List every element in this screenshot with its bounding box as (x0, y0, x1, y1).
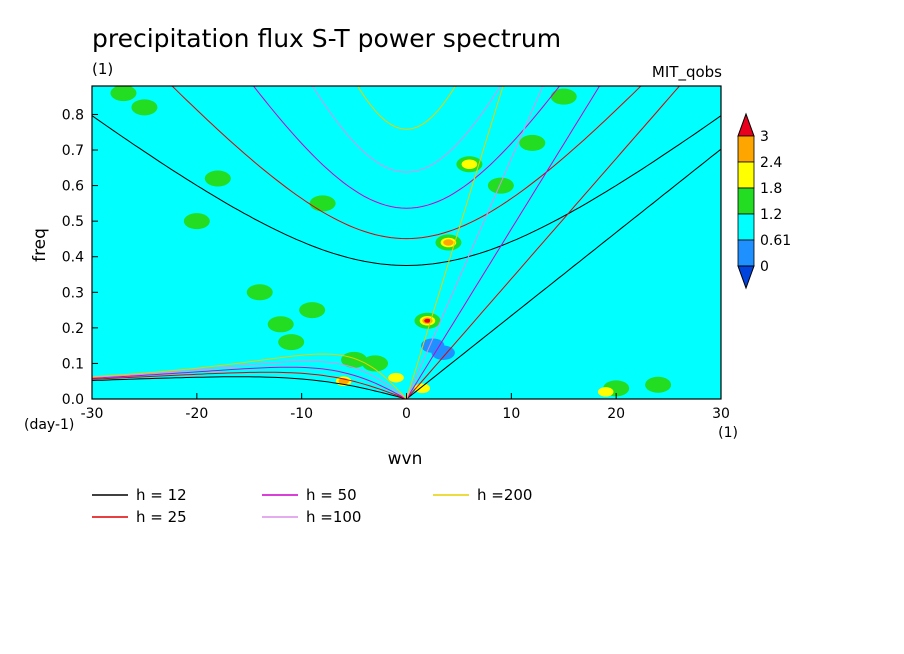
contour-blob-6 (246, 284, 273, 301)
gravity-curve-3 (311, 86, 502, 173)
y-tick-label-8: 0.8 (62, 107, 84, 123)
legend-label-1: h = 25 (136, 508, 187, 526)
y-axis-unit: (day-1) (24, 417, 74, 433)
rossby-curve-2 (92, 366, 407, 399)
contour-blob-14 (550, 88, 577, 105)
colorbar: 3 2.4 1.8 1.2 0.61 0 (737, 112, 791, 290)
x-tick-label-2: -10 (290, 406, 313, 422)
colorbar-segment-0 (737, 135, 755, 163)
x-tick-label-3: 0 (402, 406, 411, 422)
contour-blob-29 (424, 318, 431, 323)
kelvin-curve-3 (406, 86, 544, 399)
contour-blob-2 (204, 170, 231, 187)
y-tick-label-5: 0.5 (62, 214, 84, 230)
contour-blob-3 (267, 316, 294, 333)
y-tick-label-2: 0.2 (62, 321, 84, 337)
chart-title: precipitation flux S-T power spectrum (92, 24, 561, 53)
contour-blob-7 (341, 351, 368, 368)
contour-blob-21 (414, 383, 431, 394)
chart-subtitle-left: (1) (92, 60, 113, 78)
contour-blob-17 (183, 213, 210, 230)
contour-features (110, 86, 672, 397)
colorbar-label-4: 0.61 (760, 233, 791, 249)
dispersion-curves (92, 86, 721, 399)
kelvin-curve-2 (406, 86, 601, 399)
contour-blob-5 (299, 302, 326, 319)
y-tick-label-1: 0.1 (62, 356, 84, 372)
contour-blob-16 (645, 376, 672, 393)
y-axis-label: freq (30, 228, 50, 262)
contour-blob-1 (131, 99, 158, 116)
y-tick-label-6: 0.6 (62, 179, 84, 195)
legend-label-2: h = 50 (306, 486, 357, 504)
contour-blob-12 (487, 177, 514, 194)
colorbar-label-2: 1.8 (760, 181, 782, 197)
gravity-curve-0 (92, 115, 721, 267)
legend-label-0: h = 12 (136, 486, 187, 504)
kelvin-curve-1 (406, 86, 681, 399)
contour-blob-25 (597, 387, 614, 397)
kelvin-curve-4 (406, 86, 504, 399)
gravity-curve-1 (171, 86, 642, 240)
contour-blob-20 (388, 372, 404, 383)
contour-blob-13 (519, 134, 546, 151)
rossby-curve-1 (92, 371, 407, 399)
gravity-curve-2 (252, 86, 561, 209)
x-axis-label: wvn (388, 449, 423, 469)
plot-background (92, 86, 721, 399)
y-tick-label-7: 0.7 (62, 143, 84, 159)
contour-blob-28 (443, 239, 454, 246)
colorbar-segment-2 (737, 187, 755, 215)
rossby-curve-3 (92, 360, 407, 399)
contour-blob-0 (110, 86, 137, 102)
colorbar-label-3: 1.2 (760, 207, 782, 223)
x-tick-label-4: 10 (502, 406, 520, 422)
x-tick-label-0: -30 (81, 406, 104, 422)
colorbar-top-arrow (737, 112, 755, 137)
gravity-curve-4 (357, 86, 456, 130)
colorbar-segment-3 (737, 213, 755, 241)
contour-blob-24 (461, 159, 478, 170)
y-tick-label-3: 0.3 (62, 285, 84, 301)
x-axis-unit: (1) (718, 425, 738, 441)
x-tick-label-6: 30 (712, 406, 730, 422)
y-axis: 0.0 0.1 0.2 0.3 0.4 0.5 0.6 0.7 0.8 (62, 107, 98, 408)
y-tick-label-0: 0.0 (62, 392, 84, 408)
colorbar-label-5: 0 (760, 259, 769, 275)
x-axis: -30 -20 -10 0 10 20 30 (81, 393, 730, 422)
contour-blob-18 (309, 195, 336, 212)
legend: h = 12 h = 25 h = 50 h =100 h =200 (92, 486, 532, 526)
contour-blob-8 (362, 355, 389, 372)
contour-blob-4 (278, 334, 305, 351)
kelvin-curve-0 (406, 148, 721, 399)
colorbar-label-1: 2.4 (760, 155, 782, 171)
colorbar-segment-4 (737, 239, 755, 267)
legend-label-3: h =100 (306, 508, 361, 526)
colorbar-label-0: 3 (760, 129, 769, 145)
chart-subtitle-right: MIT_qobs (652, 63, 722, 82)
legend-label-4: h =200 (477, 486, 532, 504)
x-tick-label-1: -20 (185, 406, 208, 422)
colorbar-segment-1 (737, 161, 755, 189)
rossby-curve-4 (92, 353, 407, 399)
colorbar-bottom-arrow (737, 265, 755, 290)
rossby-curve-0 (92, 376, 407, 399)
x-tick-label-5: 20 (607, 406, 625, 422)
y-tick-label-4: 0.4 (62, 250, 84, 266)
